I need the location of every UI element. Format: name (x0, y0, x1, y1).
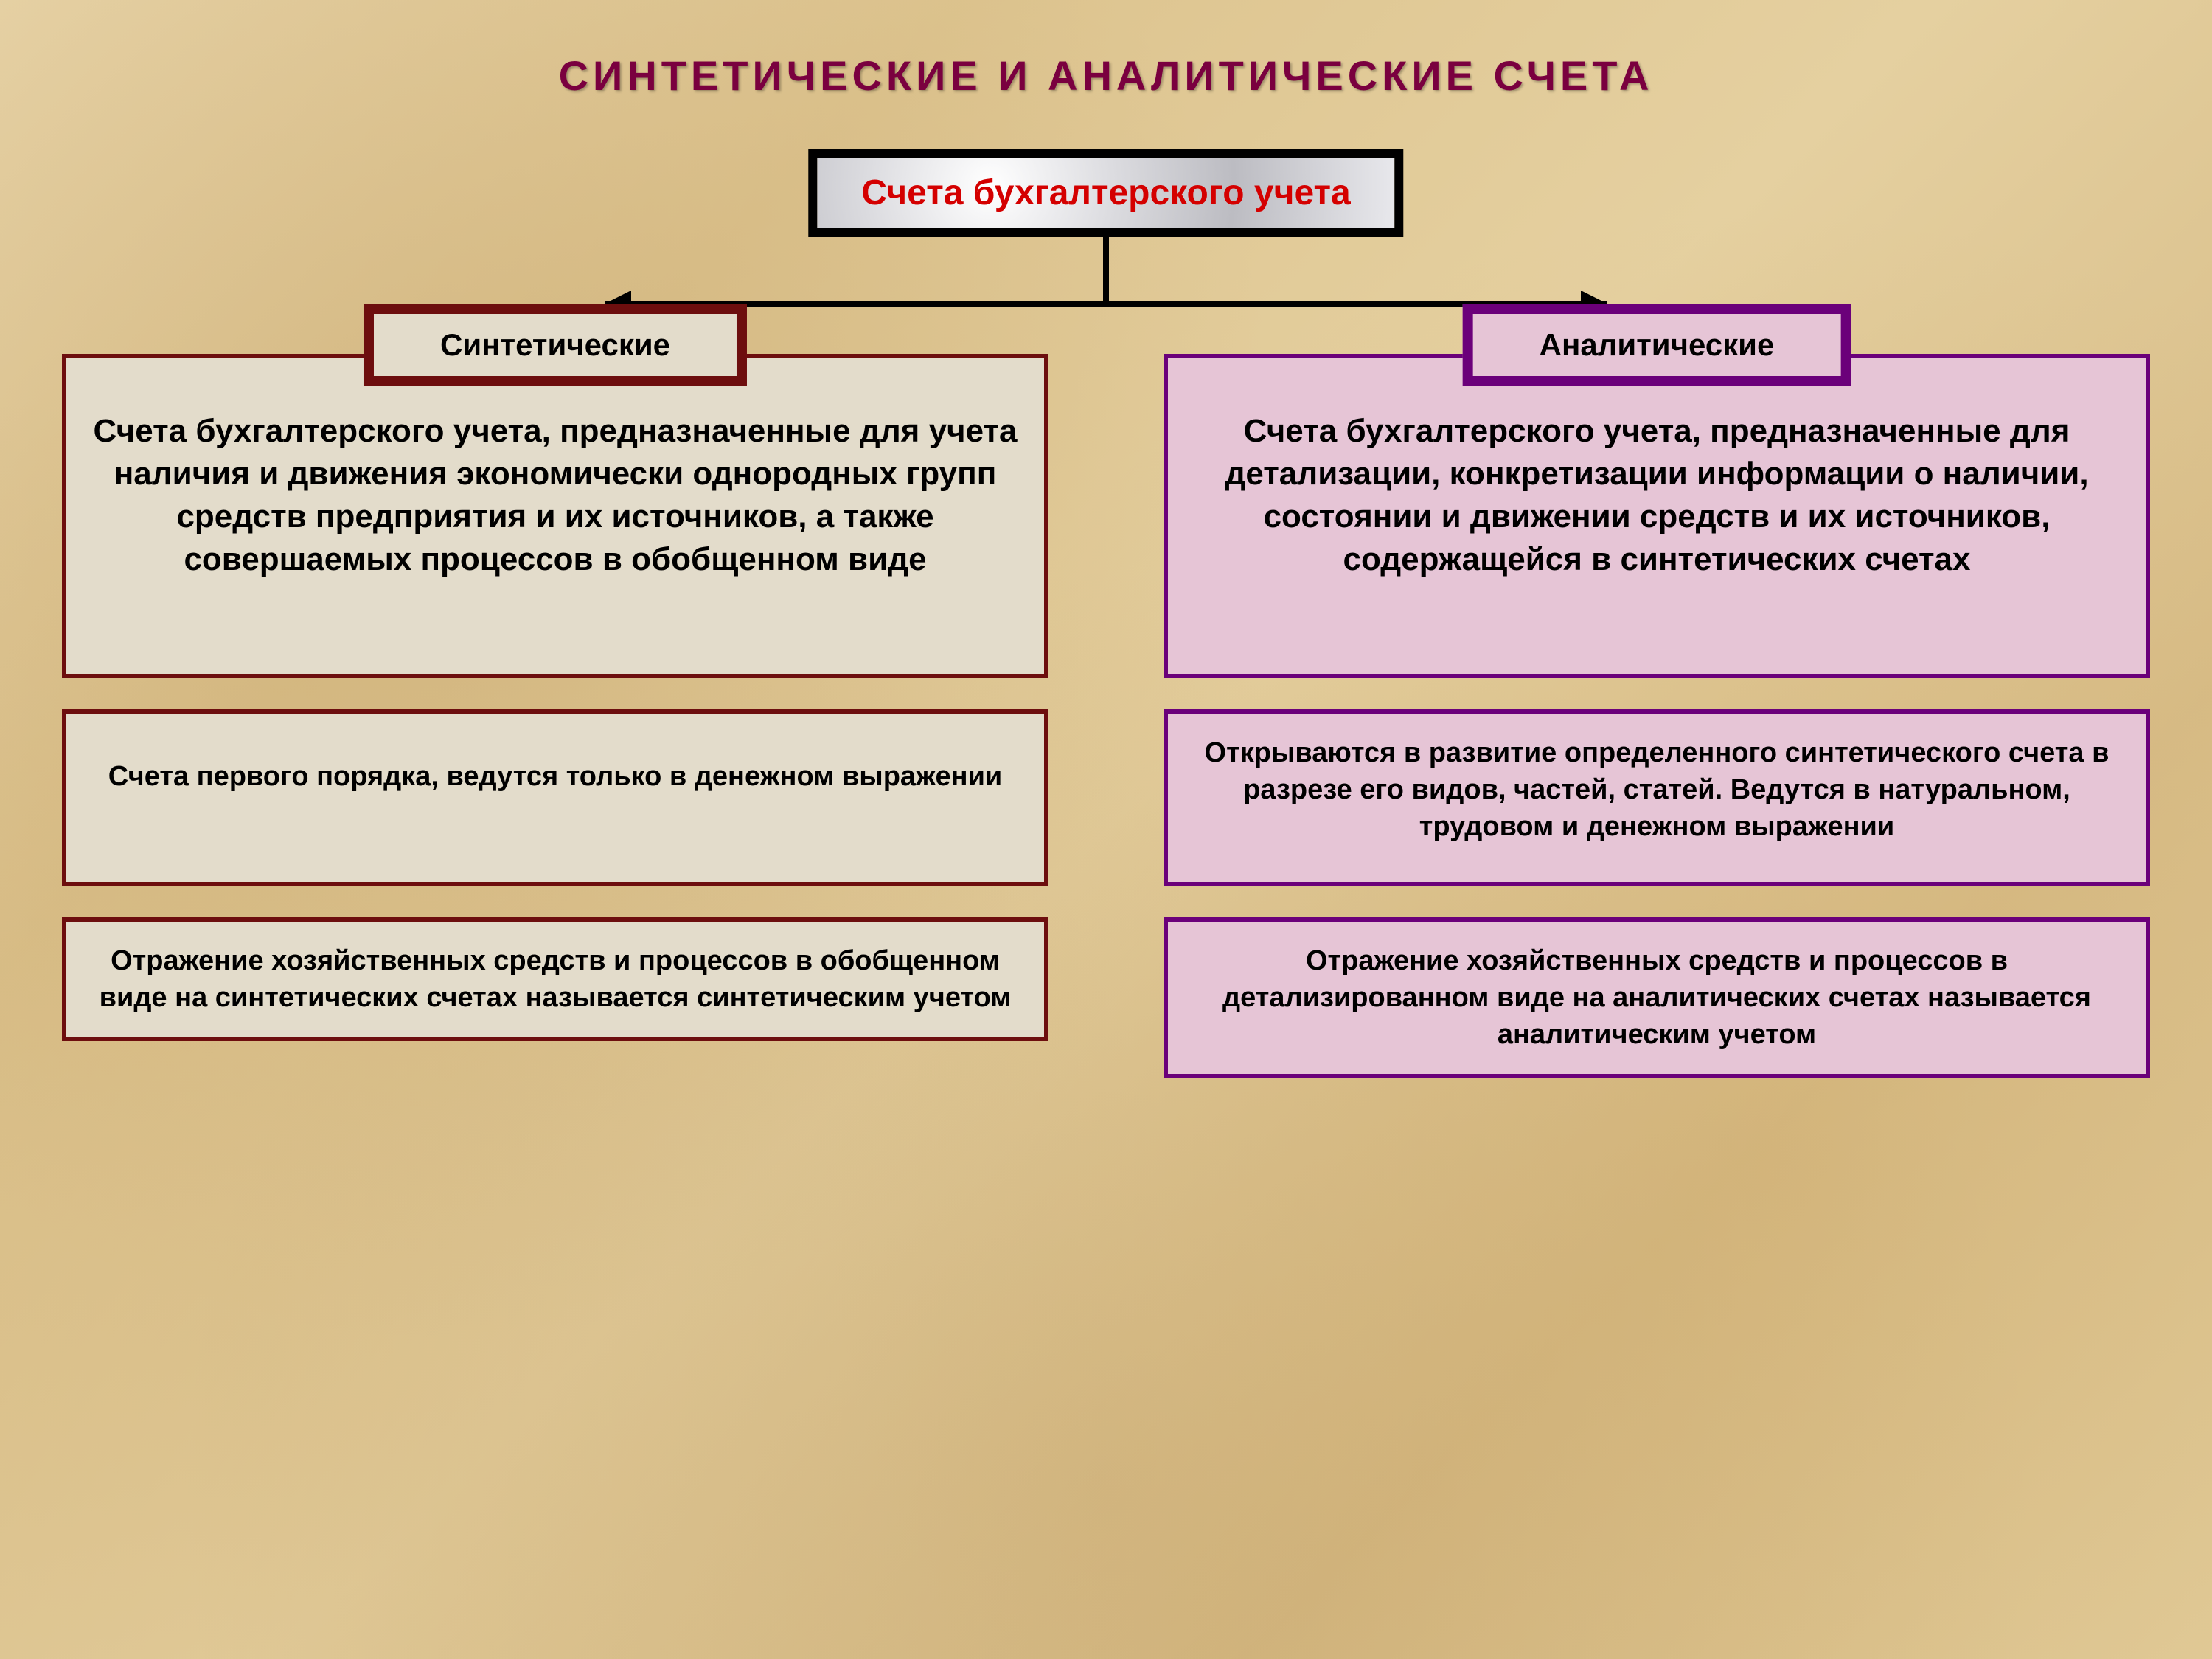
left-branch-label: Синтетические (364, 304, 747, 386)
left-main-box: Счета бухгалтерского учета, предназначен… (62, 354, 1048, 678)
right-main-box: Счета бухгалтерского учета, предназначен… (1164, 354, 2150, 678)
right-sub1-box: Открываются в развитие определенного син… (1164, 709, 2150, 886)
left-sub2-box: Отражение хозяйственных средств и процес… (62, 917, 1048, 1041)
left-sub1-box: Счета первого порядка, ведутся только в … (62, 709, 1048, 886)
right-sub2-box: Отражение хозяйственных средств и процес… (1164, 917, 2150, 1078)
left-column: Синтетические Счета бухгалтерского учета… (62, 354, 1048, 1041)
right-branch-label: Аналитические (1463, 304, 1851, 386)
root-node: Счета бухгалтерского учета (808, 149, 1403, 237)
page-title: СИНТЕТИЧЕСКИЕ И АНАЛИТИЧЕСКИЕ СЧЕТА (0, 52, 2212, 100)
right-column: Аналитические Счета бухгалтерского учета… (1164, 354, 2150, 1078)
